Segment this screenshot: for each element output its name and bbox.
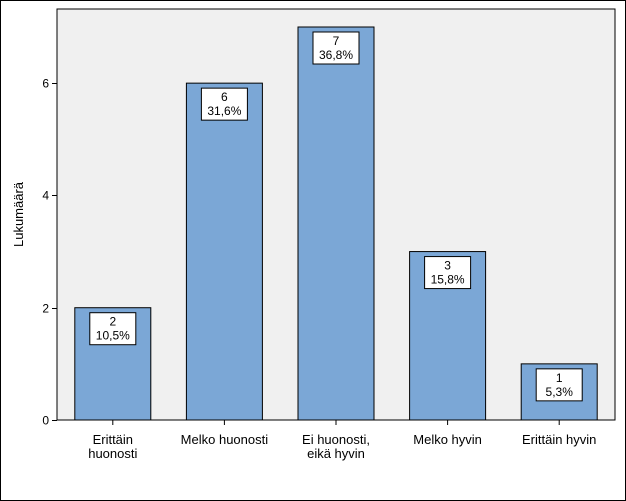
data-label-count: 3	[444, 259, 451, 273]
y-axis-title: Lukumäärä	[11, 181, 26, 247]
data-label-count: 6	[221, 90, 228, 104]
y-tick-label: 0	[42, 414, 49, 428]
bar	[185, 82, 263, 421]
data-label-percent: 15,8%	[431, 273, 465, 287]
y-tick-label: 6	[42, 77, 49, 91]
data-label-box	[535, 368, 583, 402]
axes-layer: 0 2 4 6	[42, 77, 560, 428]
data-label-percent: 31,6%	[207, 104, 241, 118]
data-label-count: 2	[109, 315, 116, 329]
category-label: Melko huonosti	[181, 432, 269, 447]
data-label-count: 1	[556, 371, 563, 385]
data-label-percent: 10,5%	[96, 329, 130, 343]
category-label: Melko hyvin	[413, 432, 482, 447]
category-label: Erittäin hyvin	[522, 432, 596, 447]
y-tick-label: 4	[42, 189, 49, 203]
data-label-box	[312, 31, 360, 65]
data-label-box	[200, 87, 248, 121]
data-label-box	[424, 256, 472, 290]
data-label-percent: 36,8%	[319, 48, 353, 62]
data-label-count: 7	[333, 34, 340, 48]
category-label: huonosti	[88, 446, 137, 461]
category-label: eikä hyvin	[307, 446, 365, 461]
category-label: Ei huonosti,	[302, 432, 370, 447]
bar	[297, 26, 375, 421]
y-tick-label: 2	[42, 302, 49, 316]
data-label-box	[89, 312, 137, 346]
category-label: Erittäin	[93, 432, 133, 447]
data-label-percent: 5,3%	[546, 385, 574, 399]
